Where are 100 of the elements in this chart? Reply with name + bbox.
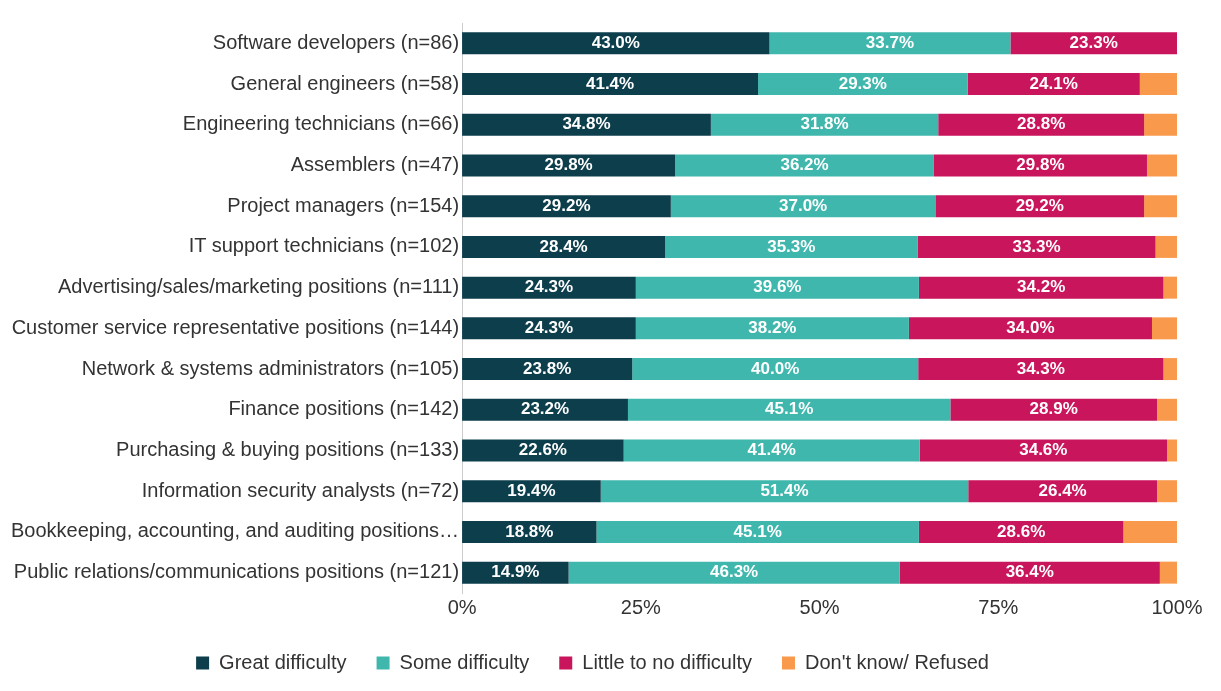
bar — [632, 358, 919, 381]
bar — [938, 113, 1145, 136]
data-label: 38.2% — [748, 318, 797, 338]
y-tick-label: Public relations/communications positions (n=121) — [13, 560, 460, 583]
bar — [935, 195, 1145, 218]
data-label: 24.3% — [524, 318, 574, 338]
bar — [462, 235, 666, 258]
bar — [1139, 73, 1177, 96]
data-label: 23.2% — [520, 399, 570, 419]
bar — [918, 276, 1164, 299]
data-label: 29.8% — [1016, 155, 1065, 175]
data-label: 23.3% — [1069, 33, 1118, 53]
bar — [1144, 195, 1177, 218]
data-label: 24.3% — [524, 277, 574, 297]
y-tick-label: Project managers (n=154) — [227, 193, 460, 216]
data-label: 34.8% — [562, 114, 611, 134]
x-tick-label: 0% — [447, 595, 477, 618]
data-label: 35.3% — [767, 236, 816, 256]
bar — [917, 235, 1156, 258]
data-label: 28.9% — [1029, 399, 1078, 419]
data-label: 33.7% — [865, 33, 915, 53]
bar — [462, 32, 770, 55]
data-label: 26.4% — [1038, 480, 1087, 500]
y-tick-label: Purchasing & buying positions (n=133) — [116, 438, 460, 461]
data-label: 29.8% — [544, 155, 593, 175]
data-label: 31.8% — [800, 114, 849, 134]
data-label: 34.3% — [1016, 358, 1065, 378]
bar — [1151, 317, 1177, 340]
bar — [635, 317, 909, 340]
bar — [1010, 32, 1177, 55]
bar — [1155, 235, 1177, 258]
bar — [950, 398, 1157, 421]
y-tick-label: Network & systems administrators (n=105) — [81, 356, 460, 379]
y-tick-label: Information security analysts (n=72) — [141, 478, 460, 501]
bar — [462, 317, 636, 340]
legend-label: Little to no difficulty — [582, 650, 752, 673]
bar — [462, 398, 628, 421]
x-tick-label: 25% — [620, 595, 662, 618]
legend-label: Don't know/ Refused — [804, 650, 989, 673]
bar — [968, 480, 1157, 503]
data-label: 51.4% — [760, 480, 809, 500]
data-label: 24.1% — [1029, 73, 1078, 93]
bar — [769, 32, 1011, 55]
bar — [1146, 154, 1177, 177]
bar — [568, 561, 900, 584]
bar — [596, 520, 919, 543]
bar — [1156, 398, 1177, 421]
bar — [462, 195, 671, 218]
bar — [600, 480, 969, 503]
y-tick-label: Finance positions (n=142) — [228, 397, 460, 420]
data-label: 45.1% — [733, 521, 782, 541]
bar — [1166, 439, 1177, 462]
data-label: 37.0% — [779, 195, 828, 215]
data-label: 22.6% — [518, 440, 567, 460]
x-tick-label: 75% — [978, 595, 1019, 618]
data-label: 29.3% — [838, 73, 887, 93]
data-label: 19.4% — [507, 480, 556, 500]
data-label: 41.4% — [747, 440, 796, 460]
bar — [462, 358, 633, 381]
data-label: 34.2% — [1017, 277, 1066, 297]
x-tick-label: 50% — [799, 595, 840, 618]
y-tick-label: Customer service representative positions (n=144) — [11, 315, 460, 338]
y-tick-label: Engineering technicians (n=66) — [182, 112, 460, 135]
data-label: 39.6% — [753, 277, 802, 297]
y-tick-label: Advertising/sales/marketing positions (n=111) — [57, 275, 460, 298]
data-label: 43.0% — [591, 33, 640, 53]
data-label: 46.3% — [710, 562, 759, 582]
bar — [462, 73, 759, 96]
bar — [1163, 358, 1177, 381]
y-tick-label: Software developers (n=86) — [212, 30, 460, 53]
data-label: 36.2% — [780, 155, 829, 175]
bar — [918, 520, 1124, 543]
data-label: 28.8% — [1017, 114, 1066, 134]
bar — [627, 398, 951, 421]
y-tick-label: General engineers (n=58) — [230, 71, 460, 94]
bar — [899, 561, 1160, 584]
data-label: 28.4% — [539, 236, 588, 256]
data-label: 40.0% — [751, 358, 800, 378]
bar — [758, 73, 968, 96]
bar — [967, 73, 1140, 96]
bar — [670, 195, 936, 218]
bar — [1123, 520, 1177, 543]
bar — [1144, 113, 1177, 136]
y-tick-label: Bookkeeping, accounting, and auditing positions… — [10, 519, 460, 542]
data-label: 33.3% — [1012, 236, 1061, 256]
legend-label: Great difficulty — [219, 650, 347, 673]
data-label: 28.6% — [997, 521, 1046, 541]
x-tick-label: 100% — [1151, 595, 1203, 618]
bar — [908, 317, 1152, 340]
bar — [635, 276, 919, 299]
data-label: 34.6% — [1019, 440, 1068, 460]
data-label: 41.4% — [585, 73, 635, 93]
bar — [1156, 480, 1177, 503]
bar — [1163, 276, 1177, 299]
data-label: 34.0% — [1006, 318, 1055, 338]
y-tick-label: Assemblers (n=47) — [290, 153, 460, 176]
bar — [710, 113, 939, 136]
bar — [665, 235, 918, 258]
y-tick-label: IT support technicians (n=102) — [188, 234, 460, 257]
bar — [1159, 561, 1177, 584]
